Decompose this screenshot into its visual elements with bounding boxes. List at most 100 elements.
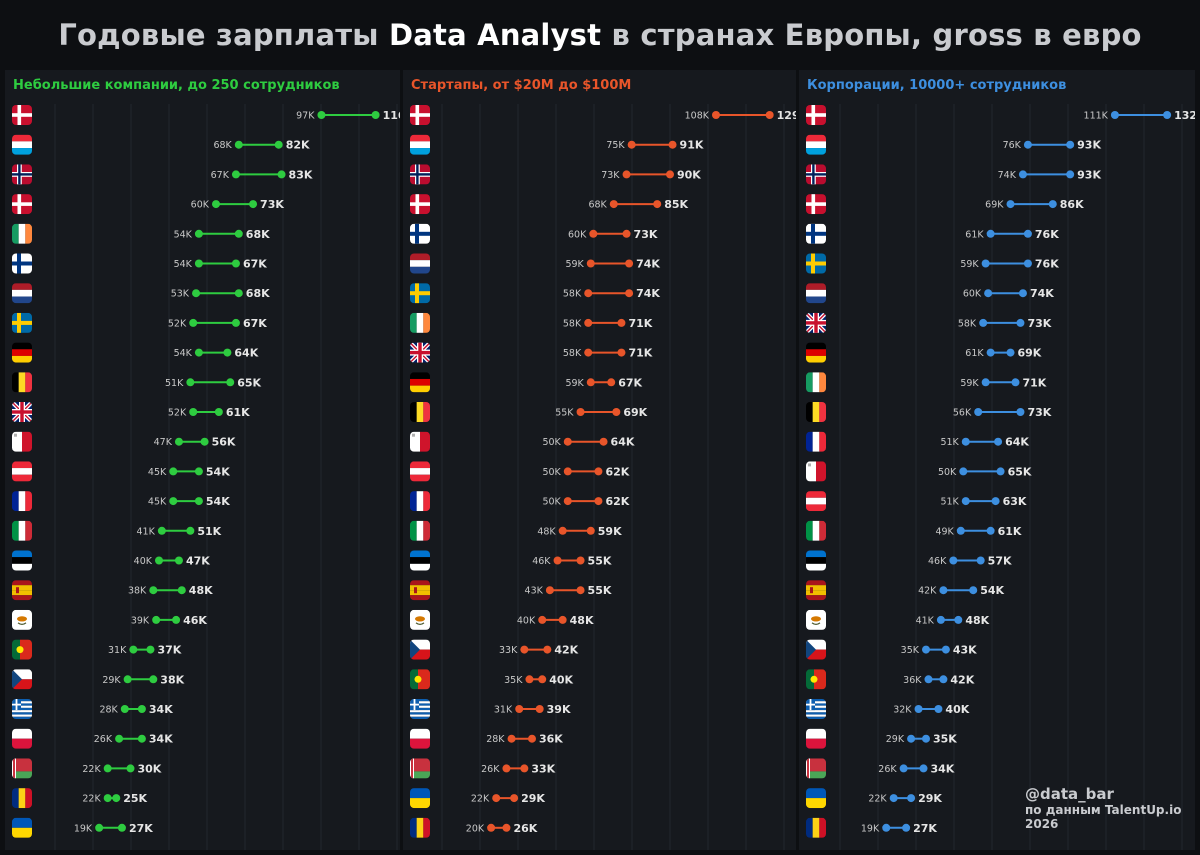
min-point [882, 823, 891, 832]
cz-flag-icon [410, 639, 430, 660]
ee-flag-icon [806, 550, 826, 571]
max-label: 57K [988, 555, 1012, 568]
min-label: 41K [916, 615, 935, 626]
min-point [317, 111, 326, 119]
nl-flag-icon [806, 283, 826, 304]
max-point [194, 497, 203, 506]
max-point [231, 318, 240, 327]
chart-row: 73K 90K [410, 164, 701, 185]
title-highlight: Data Analyst [389, 18, 602, 52]
max-label: 85K [664, 198, 688, 211]
min-label: 68K [588, 200, 607, 211]
de-flag-icon [410, 372, 430, 393]
es-flag-icon [806, 580, 826, 601]
max-label: 129K [777, 109, 796, 122]
ee-flag-icon [410, 550, 430, 571]
chart-row: 60K 73K [410, 223, 658, 244]
chart-row: 108K 129K [410, 105, 796, 125]
max-label: 42K [554, 644, 578, 657]
min-point [961, 497, 970, 506]
max-point [200, 437, 209, 446]
max-label: 42K [950, 673, 974, 686]
min-point [95, 823, 104, 832]
min-label: 35K [901, 645, 920, 656]
gb-flag-icon [410, 342, 430, 363]
min-point [1006, 200, 1015, 209]
max-label: 64K [234, 347, 258, 360]
chart-row: 61K 69K [806, 342, 1042, 363]
max-label: 68K [246, 287, 270, 300]
ro-flag-icon [806, 817, 826, 838]
max-label: 93K [1077, 139, 1101, 152]
max-label: 62K [605, 465, 629, 478]
max-label: 29K [521, 792, 545, 805]
be-flag-icon [410, 402, 430, 422]
min-point [123, 675, 132, 684]
min-point [622, 170, 631, 179]
max-point [617, 318, 626, 327]
min-label: 26K [878, 764, 897, 775]
max-point [969, 586, 978, 595]
chart-row: 46K 55K [410, 550, 612, 571]
ro-flag-icon [12, 788, 32, 809]
max-point [528, 734, 536, 743]
pl-flag-icon [12, 728, 32, 749]
min-point [234, 140, 243, 149]
chart-row: 41K 48K [806, 609, 990, 630]
max-label: 35K [933, 733, 957, 746]
min-point [186, 378, 195, 387]
max-label: 73K [1027, 317, 1051, 330]
max-label: 82K [286, 139, 310, 152]
min-label: 43K [525, 586, 544, 597]
min-point [492, 794, 501, 803]
max-point [112, 794, 121, 803]
max-point [226, 378, 235, 387]
max-point [177, 586, 186, 595]
chart-row: 54K 64K [12, 342, 259, 363]
min-point [584, 289, 593, 298]
pt-flag-icon [12, 639, 32, 660]
min-point [914, 705, 923, 713]
max-label: 61K [998, 525, 1022, 538]
min-point [553, 556, 562, 565]
min-label: 51K [940, 497, 959, 508]
pl-flag-icon [410, 728, 430, 749]
max-label: 90K [677, 168, 701, 181]
min-point [1110, 111, 1119, 119]
chart-row: 35K 40K [410, 669, 574, 690]
it-flag-icon [806, 520, 826, 541]
min-point [169, 467, 178, 476]
pl-flag-icon [806, 728, 826, 749]
max-point [625, 259, 634, 268]
max-label: 67K [243, 317, 267, 330]
nl-flag-icon [12, 283, 32, 304]
min-point [515, 705, 524, 713]
max-point [1016, 408, 1025, 416]
max-label: 73K [634, 228, 658, 241]
min-label: 40K [134, 556, 153, 567]
max-label: 65K [1008, 465, 1032, 478]
chart-row: 31K 37K [12, 639, 182, 660]
min-label: 61K [965, 229, 984, 240]
min-label: 46K [532, 556, 551, 567]
max-point [186, 526, 195, 535]
max-point [149, 675, 158, 684]
min-label: 54K [174, 229, 193, 240]
cy-flag-icon [806, 609, 826, 630]
min-label: 97K [296, 111, 315, 122]
panel-title-corp: Корпорации, 10000+ сотрудников [807, 78, 1067, 93]
max-point [1018, 289, 1027, 298]
fi-flag-icon [12, 253, 32, 274]
max-point [607, 378, 616, 387]
max-label: 86K [1060, 198, 1084, 211]
chart-row: 40K 47K [12, 550, 210, 571]
chart-row: 51K 63K [806, 491, 1027, 512]
chart-row: 97K 116K [12, 105, 400, 125]
max-label: 39K [547, 703, 571, 716]
max-point [502, 823, 511, 832]
max-label: 71K [628, 317, 652, 330]
min-point [584, 348, 593, 357]
min-label: 19K [74, 823, 93, 834]
chart-row: 51K 65K [12, 372, 262, 393]
pt-flag-icon [806, 669, 826, 690]
